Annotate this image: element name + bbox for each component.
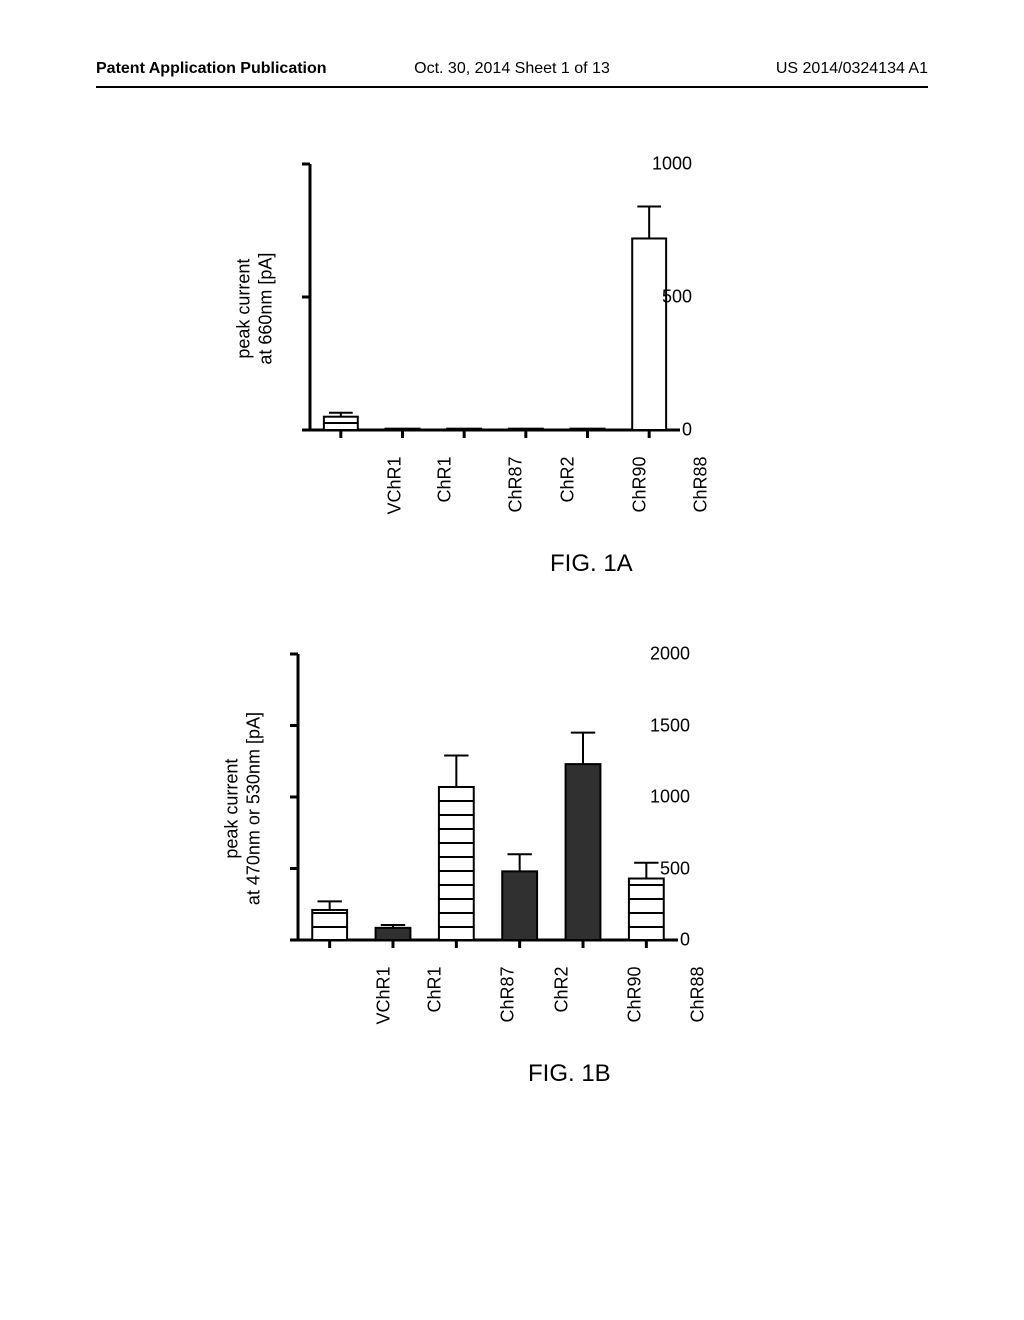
figure-1a: peak current at 660nm [pA] 05001000 VChR… (220, 150, 700, 610)
x-tick-label: ChR87 (498, 967, 519, 1023)
y-tick-label: 2000 (580, 644, 690, 665)
page: Patent Application Publication Oct. 30, … (0, 0, 1024, 1320)
fig-1a-caption: FIG. 1A (550, 550, 633, 578)
figure-1b: peak current at 470nm or 530nm [pA] 0500… (178, 640, 698, 1120)
page-header: Patent Application Publication Oct. 30, … (0, 60, 1024, 90)
x-tick-label: ChR1 (434, 457, 455, 503)
y-tick-label: 500 (612, 287, 692, 308)
x-tick-label: VChR1 (373, 967, 394, 1025)
x-tick-label: ChR1 (425, 967, 446, 1013)
header-left: Patent Application Publication (96, 60, 327, 78)
x-tick-label: ChR90 (625, 967, 646, 1023)
x-tick-label: ChR2 (557, 457, 578, 503)
y-tick-label: 0 (580, 930, 690, 951)
y-tick-label: 1000 (612, 154, 692, 175)
x-tick-label: ChR2 (551, 967, 572, 1013)
header-rule (96, 86, 928, 88)
y-tick-label: 1500 (580, 715, 690, 736)
x-tick-label: ChR90 (629, 457, 650, 513)
header-right: US 2014/0324134 A1 (776, 60, 928, 78)
y-tick-label: 1000 (580, 787, 690, 808)
header-center: Oct. 30, 2014 Sheet 1 of 13 (414, 60, 610, 78)
x-tick-label: ChR88 (691, 457, 712, 513)
fig-1b-caption: FIG. 1B (528, 1060, 611, 1088)
x-tick-label: ChR88 (688, 967, 709, 1023)
y-tick-label: 500 (580, 858, 690, 879)
x-tick-label: ChR87 (506, 457, 527, 513)
x-tick-label: VChR1 (384, 457, 405, 515)
y-tick-label: 0 (612, 420, 692, 441)
